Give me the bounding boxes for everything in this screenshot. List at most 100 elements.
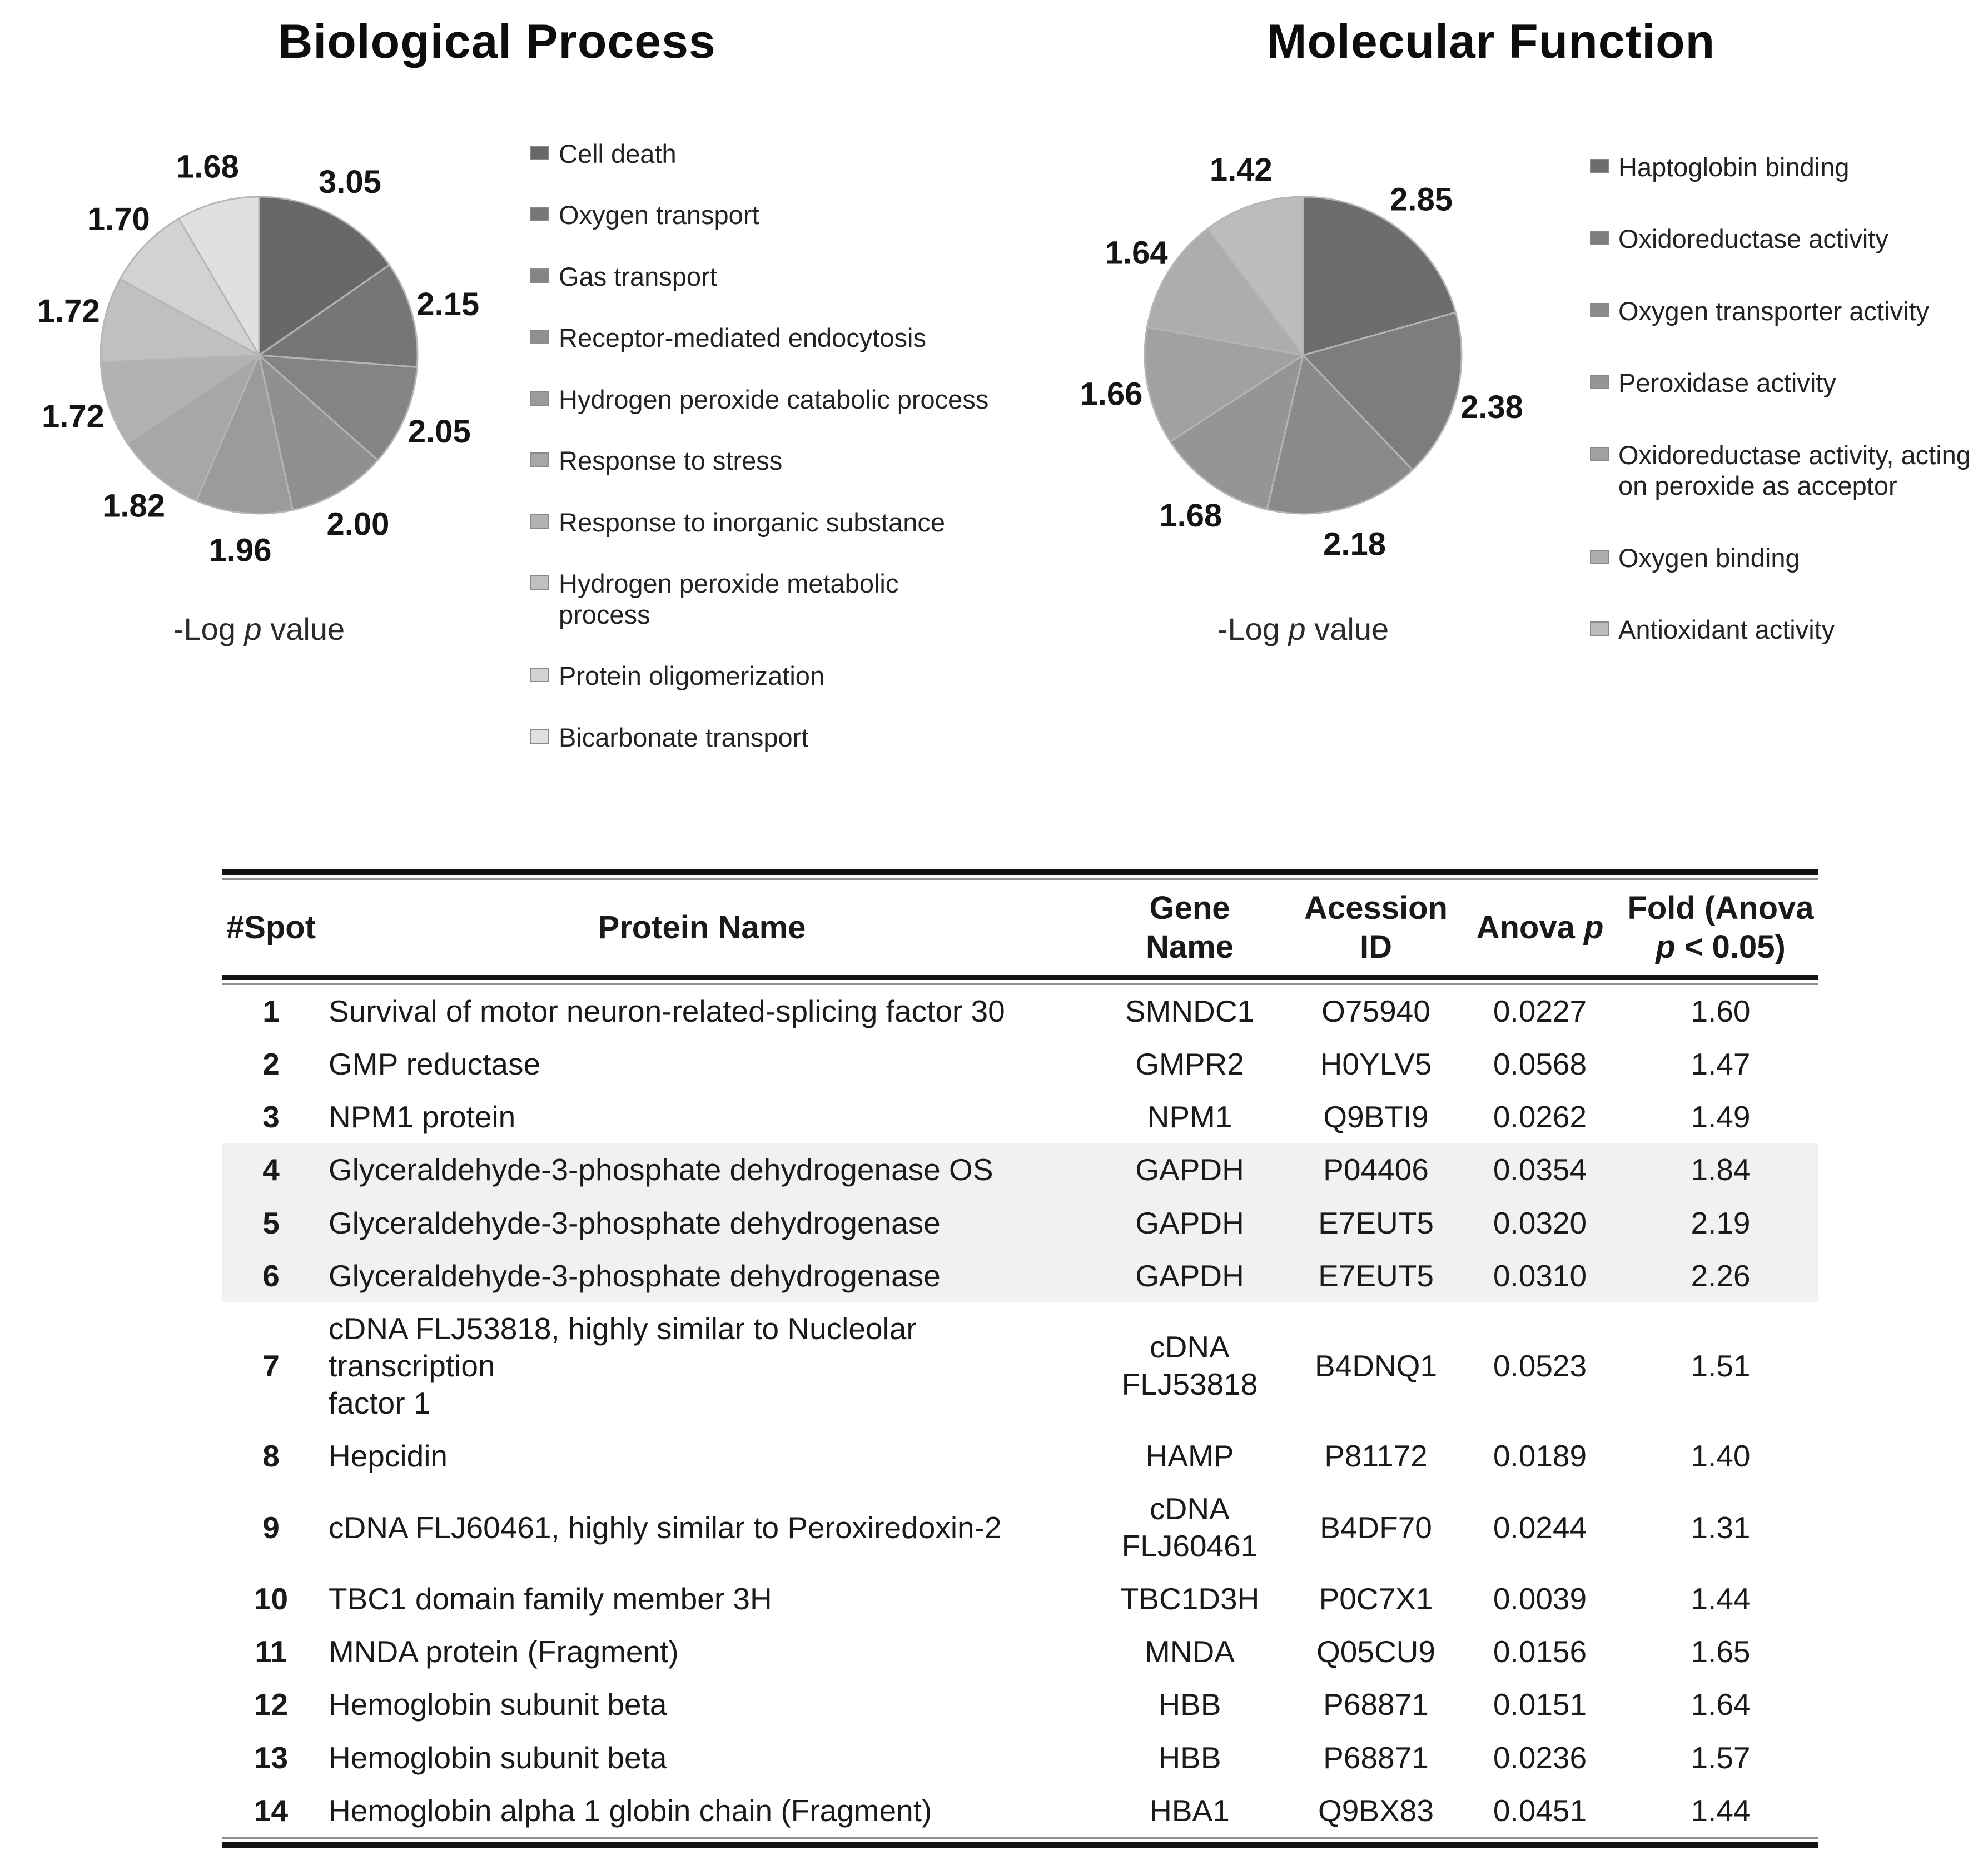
protein-name-cell: Survival of motor neuron-related-splicin… bbox=[329, 994, 1005, 1029]
table-row: 12 Hemoglobin subunit beta HBB P68871 0.0151… bbox=[222, 1678, 1818, 1731]
pie-value-label: 1.64 bbox=[1105, 235, 1168, 271]
legend-item: Response to inorganic substance bbox=[530, 507, 994, 538]
protein-table: #Spot Protein Name Gene Name Acession ID… bbox=[222, 869, 1818, 1848]
pie-value-label: 2.85 bbox=[1390, 181, 1453, 217]
spot-cell: 14 bbox=[254, 1793, 289, 1828]
legend-swatch-icon bbox=[530, 729, 549, 744]
fold-cell: 1.57 bbox=[1691, 1740, 1751, 1775]
anova-p-cell: 0.0262 bbox=[1493, 1100, 1587, 1135]
legend-swatch-icon bbox=[530, 668, 549, 683]
spot-cell: 11 bbox=[255, 1634, 287, 1669]
table-row: 8 Hepcidin HAMP P81172 0.0189 1.40 bbox=[222, 1430, 1818, 1483]
legend-swatch-icon bbox=[530, 268, 549, 283]
legend-swatch-icon bbox=[1590, 231, 1609, 246]
protein-name-cell: cDNA FLJ60461, highly similar to Peroxir… bbox=[329, 1510, 1002, 1545]
pie-slice bbox=[258, 354, 418, 461]
pie-value-label: 1.82 bbox=[102, 488, 165, 524]
header-accession-id: Acession ID bbox=[1304, 889, 1448, 965]
molecular-function-caption: -Log p value bbox=[1047, 611, 1559, 647]
spot-cell: 10 bbox=[254, 1581, 289, 1617]
legend-swatch-icon bbox=[1590, 549, 1609, 564]
molecular-function-body: 2.85 2.38 2.18 1.68 1.66 1.64 1.42 -Log p valu… bbox=[994, 69, 1988, 647]
biological-process-title: Biological Process bbox=[278, 15, 716, 68]
anova-p-cell: 0.0320 bbox=[1493, 1205, 1587, 1240]
legend-label: Oxygen binding bbox=[1618, 543, 1800, 573]
table-row: 7 cDNA FLJ53818, highly similar to Nucleo… bbox=[222, 1302, 1818, 1430]
fold-cell: 1.31 bbox=[1691, 1510, 1751, 1545]
anova-p-cell: 0.0151 bbox=[1493, 1687, 1587, 1722]
legend-item: Oxidoreductase activity bbox=[1590, 223, 1988, 254]
table-top-rule-thin bbox=[222, 877, 1818, 880]
pie-value-label: 1.96 bbox=[209, 532, 272, 568]
anova-p-cell: 0.0189 bbox=[1493, 1439, 1587, 1474]
table-row: 14 Hemoglobin alpha 1 globin chain (Fragm… bbox=[222, 1784, 1818, 1837]
pie-slice bbox=[1169, 354, 1304, 510]
table-bottom-rule-thick bbox=[222, 1842, 1818, 1848]
caption-italic-p: p bbox=[244, 611, 262, 646]
legend-label: Oxygen transport bbox=[559, 200, 759, 230]
legend-swatch-icon bbox=[1590, 302, 1609, 317]
anova-p-cell: 0.0354 bbox=[1493, 1152, 1587, 1187]
header-spot: #Spot bbox=[226, 909, 316, 946]
spot-cell: 8 bbox=[262, 1439, 280, 1474]
pie-value-label: 1.68 bbox=[176, 148, 239, 185]
anova-p-cell: 0.0236 bbox=[1493, 1740, 1587, 1775]
protein-name-cell: Glyceraldehyde-3-phosphate dehydrogenase… bbox=[329, 1152, 993, 1187]
pie-slice bbox=[1302, 311, 1463, 471]
fold-cell: 1.44 bbox=[1691, 1793, 1751, 1828]
table-row: 9 cDNA FLJ60461, highly similar to Peroxi… bbox=[222, 1483, 1818, 1573]
protein-name-cell: Glyceraldehyde-3-phosphate dehydrogenase bbox=[329, 1258, 941, 1293]
legend-item: Haptoglobin binding bbox=[1590, 152, 1988, 182]
gene-name-cell: GAPDH bbox=[1135, 1258, 1244, 1293]
legend-label: Peroxidase activity bbox=[1618, 368, 1836, 398]
legend-label: Response to stress bbox=[559, 446, 783, 476]
pie-slice bbox=[178, 196, 260, 356]
legend-label: Oxidoreductase activity bbox=[1618, 224, 1888, 254]
accession-id-cell: B4DNQ1 bbox=[1314, 1348, 1438, 1383]
pie-value-label: 3.05 bbox=[319, 164, 381, 200]
legend-item: Cell death bbox=[530, 138, 994, 169]
pie-value-label: 2.05 bbox=[408, 414, 471, 450]
legend-item: Antioxidant activity bbox=[1590, 614, 1988, 645]
gene-name-cell: HBB bbox=[1158, 1740, 1221, 1775]
pie-slice bbox=[100, 278, 260, 363]
molecular-function-pie-column: 2.85 2.38 2.18 1.68 1.66 1.64 1.42 -Log p valu… bbox=[1047, 69, 1559, 647]
biological-process-pie-chart: 3.05 2.15 2.05 2.00 1.96 1.82 1.72 1.72 1.70 1.68 bbox=[37, 148, 479, 568]
gene-name-cell: HAMP bbox=[1145, 1439, 1234, 1474]
legend-label: Gas transport bbox=[559, 261, 717, 291]
legend-label: Cell death bbox=[559, 139, 677, 168]
pie-slice bbox=[258, 264, 419, 368]
anova-p-cell: 0.0568 bbox=[1493, 1047, 1587, 1082]
fold-cell: 1.47 bbox=[1691, 1047, 1751, 1082]
accession-id-cell: P68871 bbox=[1323, 1740, 1429, 1775]
table-body: 1 Survival of motor neuron-related-splici… bbox=[222, 985, 1818, 1837]
molecular-function-pie-chart: 2.85 2.38 2.18 1.68 1.66 1.64 1.42 bbox=[1080, 152, 1523, 562]
anova-p-cell: 0.0310 bbox=[1493, 1258, 1587, 1293]
protein-name-cell: NPM1 protein bbox=[329, 1100, 516, 1135]
table-row: 1 Survival of motor neuron-related-splici… bbox=[222, 985, 1818, 1038]
protein-name-cell: Hemoglobin subunit beta bbox=[329, 1687, 667, 1722]
table-row: 5 Glyceraldehyde-3-phosphate dehydrogenas… bbox=[222, 1196, 1818, 1250]
accession-id-cell: Q9BTI9 bbox=[1323, 1100, 1429, 1135]
molecular-function-chart-block: Molecular Function 2.85 2.38 2.18 1.68 1.66 1… bbox=[994, 0, 1988, 753]
table-row: 4 Glyceraldehyde-3-phosphate dehydrogenas… bbox=[222, 1143, 1818, 1197]
accession-id-cell: B4DF70 bbox=[1320, 1510, 1432, 1545]
spot-cell: 4 bbox=[262, 1152, 280, 1187]
gene-name-cell: GMPR2 bbox=[1135, 1047, 1244, 1082]
table-row: 11 MNDA protein (Fragment) MNDA Q05CU9 0.015… bbox=[222, 1625, 1818, 1678]
molecular-function-title: Molecular Function bbox=[1266, 15, 1716, 68]
legend-swatch-icon bbox=[1590, 375, 1609, 390]
legend-item: Oxygen binding bbox=[1590, 543, 1988, 573]
legend-swatch-icon bbox=[1590, 446, 1609, 461]
pie-value-label: 1.66 bbox=[1080, 376, 1143, 412]
legend-swatch-icon bbox=[530, 207, 549, 222]
anova-p-cell: 0.0039 bbox=[1493, 1581, 1587, 1617]
pie-value-label: 1.72 bbox=[37, 293, 100, 329]
accession-id-cell: O75940 bbox=[1321, 994, 1430, 1029]
header-gene-name: Gene Name bbox=[1146, 889, 1234, 965]
header-separator-thick bbox=[222, 975, 1818, 981]
legend-label: Oxygen transporter activity bbox=[1618, 296, 1929, 326]
fold-cell: 1.65 bbox=[1691, 1634, 1751, 1669]
header-anova-p: Anova p bbox=[1476, 909, 1604, 946]
